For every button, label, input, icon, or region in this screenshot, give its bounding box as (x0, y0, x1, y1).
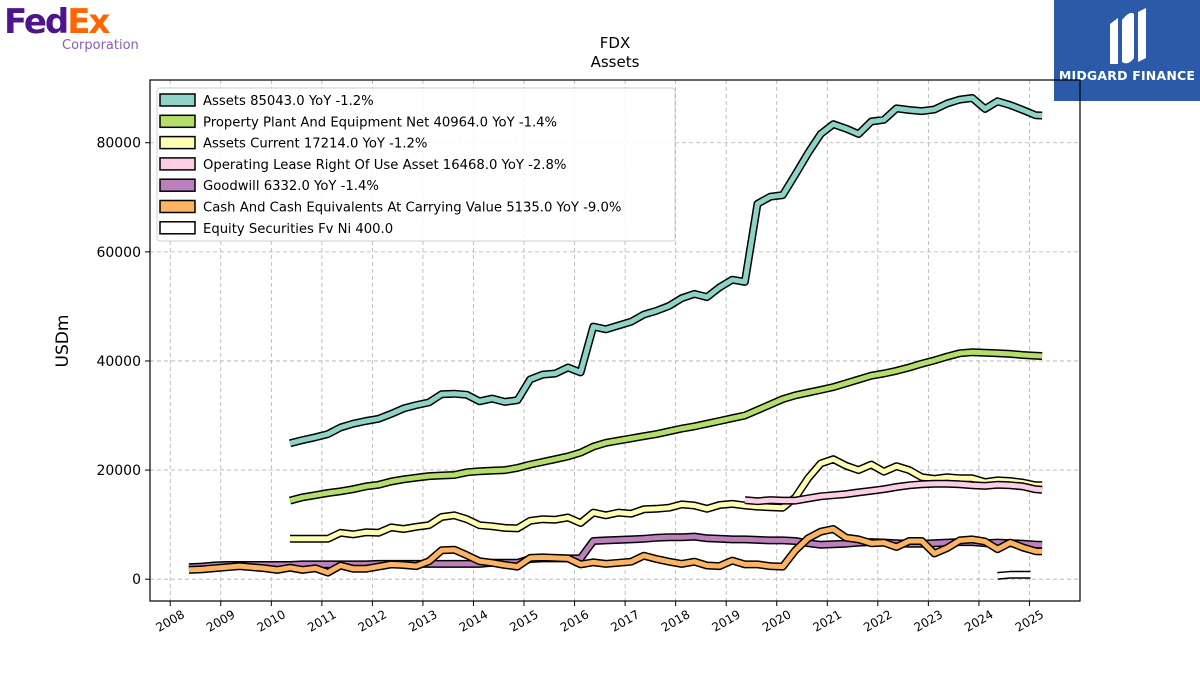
legend-swatch (159, 114, 196, 129)
x-tick-label: 2009 (204, 607, 237, 634)
y-tick-label: 0 (132, 572, 141, 588)
series-0 (289, 94, 1043, 448)
series-line (290, 456, 1043, 542)
legend-item: Assets Current 17214.0 YoY -1.2% (159, 135, 427, 152)
plot-frame (149, 79, 1081, 602)
x-tick-label: 2019 (709, 607, 742, 634)
series-3 (744, 479, 1043, 506)
legend-label: Cash And Cash Equivalents At Carrying Va… (203, 201, 621, 216)
series-5 (188, 525, 1043, 577)
y-tick-label: 60000 (96, 245, 141, 261)
x-tick-label: 2008 (153, 607, 186, 634)
series-line (744, 481, 1043, 504)
midgard-mark-icon (1110, 8, 1146, 64)
x-tick-label: 2016 (558, 607, 591, 634)
y-tick-label: 80000 (96, 136, 141, 152)
y-tick-label: 20000 (96, 463, 141, 479)
legend-label: Assets Current 17214.0 YoY -1.2% (203, 137, 427, 152)
legend-label: Property Plant And Equipment Net 40964.0… (203, 115, 557, 130)
legend-swatch (159, 199, 196, 214)
y-axis-label: USDm (53, 315, 73, 368)
legend-swatch (159, 221, 196, 235)
series-2 (290, 455, 1043, 543)
legend-box (156, 87, 676, 242)
y-tick-label: 40000 (96, 354, 141, 370)
x-tick-label: 2013 (406, 607, 439, 634)
x-tick-label: 2021 (811, 607, 844, 634)
x-tick-label: 2022 (861, 607, 894, 634)
series-line (188, 526, 1043, 576)
legend-item: Operating Lease Right Of Use Asset 16468… (159, 157, 566, 173)
publisher-name: MIDGARD FINANCE (1058, 68, 1196, 83)
chart-title: FDX (600, 34, 630, 52)
x-tick-label: 2025 (1013, 607, 1046, 634)
company-logo-ex: Ex (67, 2, 110, 42)
series-line (289, 349, 1043, 504)
x-tick-label: 2012 (356, 607, 389, 634)
legend-swatch (159, 135, 196, 150)
legend-swatch (159, 157, 196, 171)
x-tick-label: 2014 (457, 607, 490, 634)
company-logo-fed: Fed (4, 2, 69, 42)
legend-item: Cash And Cash Equivalents At Carrying Va… (159, 199, 621, 216)
legend-swatch (159, 93, 196, 107)
legend-swatch (159, 178, 196, 192)
legend-label: Assets 85043.0 YoY -1.2% (203, 94, 374, 109)
x-tick-label: 2024 (962, 607, 995, 634)
x-tick-label: 2018 (659, 607, 692, 634)
chart-subtitle: Assets (591, 53, 640, 71)
x-tick-label: 2017 (608, 607, 641, 634)
x-tick-label: 2023 (912, 607, 945, 634)
publisher-logo: MIDGARD FINANCE (1054, 0, 1200, 101)
company-logo-sub: Corporation (62, 38, 139, 53)
company-logo: FedEx Corporation (4, 2, 144, 56)
series-layer (188, 94, 1043, 580)
x-tick-label: 2010 (255, 607, 288, 634)
legend-label: Goodwill 6332.0 YoY -1.4% (203, 179, 379, 194)
x-tick-label: 2015 (507, 607, 540, 634)
x-tick-label: 2011 (305, 607, 338, 634)
legend: Assets 85043.0 YoY -1.2% Property Plant A… (156, 87, 676, 242)
series-line (997, 572, 1031, 579)
legend-item: Equity Securities Fv Ni 400.0 (159, 221, 393, 237)
x-tick-label: 2020 (760, 607, 793, 634)
series-line (289, 95, 1043, 446)
legend-item: Assets 85043.0 YoY -1.2% (159, 93, 374, 109)
legend-item: Goodwill 6332.0 YoY -1.4% (159, 178, 379, 194)
legend-item: Property Plant And Equipment Net 40964.0… (159, 114, 557, 130)
legend-label: Operating Lease Right Of Use Asset 16468… (203, 158, 566, 173)
series-1 (288, 348, 1043, 505)
legend-label: Equity Securities Fv Ni 400.0 (203, 222, 393, 237)
series-6 (997, 570, 1031, 580)
